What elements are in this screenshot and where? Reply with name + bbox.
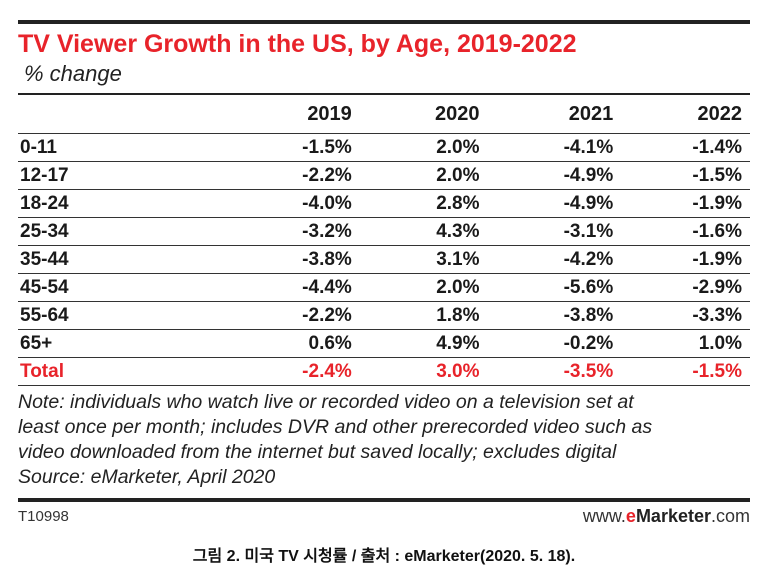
- brand-link[interactable]: www.eMarketer.com: [583, 506, 750, 527]
- chart-subtitle: % change: [24, 61, 122, 86]
- value-cell-2022: -1.5%: [692, 164, 742, 186]
- table-row: 55-64 -2.2% 1.8% -3.8% -3.3%: [18, 301, 750, 330]
- row-label: 65+: [20, 332, 53, 354]
- top-rule: [18, 20, 750, 24]
- brand-e: e: [625, 506, 636, 526]
- row-label: 0-11: [20, 136, 57, 158]
- value-cell-2022: -1.9%: [692, 192, 742, 214]
- value-cell-2021: -3.5%: [563, 360, 614, 382]
- table-row: 18-24 -4.0% 2.8% -4.9% -1.9%: [18, 189, 750, 218]
- value-cell-2021: -0.2%: [563, 332, 614, 354]
- value-cell-2022: -1.9%: [692, 248, 742, 270]
- value-cell-2021: -5.6%: [563, 276, 614, 298]
- value-cell-2020: 3.1%: [436, 248, 480, 270]
- note-line: video downloaded from the internet but s…: [18, 441, 617, 463]
- value-cell-2019: 0.6%: [308, 332, 352, 354]
- value-cell-2020: 2.0%: [436, 136, 480, 158]
- table-row: 35-44 -3.8% 3.1% -4.2% -1.9%: [18, 245, 750, 274]
- value-cell-2021: -4.1%: [563, 136, 614, 158]
- value-cell-2020: 2.0%: [436, 276, 480, 298]
- value-cell-2021: -4.2%: [563, 248, 614, 270]
- data-table: 2019 2020 2021 2022 0-11 -1.5% 2.0% -4.1% -1…: [18, 95, 750, 386]
- table-row: 65+ 0.6% 4.9% -0.2% 1.0%: [18, 329, 750, 358]
- header-rule: [18, 93, 750, 95]
- table-body: 0-11 -1.5% 2.0% -4.1% -1.4% 12-17 -2.2% 2.0% -4.…: [18, 133, 750, 386]
- value-cell-2020: 2.8%: [436, 192, 480, 214]
- chart-id: T10998: [18, 508, 69, 525]
- table-row: 45-54 -4.4% 2.0% -5.6% -2.9%: [18, 273, 750, 302]
- row-label: 25-34: [20, 220, 69, 242]
- value-cell-2020: 4.9%: [436, 332, 480, 354]
- row-label: 55-64: [20, 304, 69, 326]
- chart-frame: TV Viewer Growth in the US, by Age, 2019…: [18, 20, 750, 528]
- chart-note: Note: individuals who watch live or reco…: [18, 390, 750, 490]
- value-cell-2021: -4.9%: [563, 164, 614, 186]
- table-row: 0-11 -1.5% 2.0% -4.1% -1.4%: [18, 133, 750, 162]
- header-row: 2019 2020 2021 2022: [18, 95, 750, 134]
- table-row: 12-17 -2.2% 2.0% -4.9% -1.5%: [18, 161, 750, 190]
- value-cell-2022: -1.5%: [692, 360, 742, 382]
- bottom-rule: [18, 498, 750, 502]
- value-cell-2021: -3.1%: [563, 220, 614, 242]
- row-label: 18-24: [20, 192, 69, 214]
- value-cell-2022: -3.3%: [692, 304, 742, 326]
- footer: T10998 www.eMarketer.com: [18, 502, 750, 528]
- value-cell-2022: -1.4%: [692, 136, 742, 158]
- row-label: 12-17: [20, 164, 69, 186]
- value-cell-2019: -3.2%: [302, 220, 352, 242]
- value-cell-2020: 4.3%: [436, 220, 480, 242]
- brand-prefix: www.: [582, 506, 626, 526]
- column-header-2021: 2021: [568, 102, 614, 125]
- value-cell-2019: -4.0%: [302, 192, 352, 214]
- note-line: least once per month; includes DVR and o…: [18, 416, 653, 438]
- column-header-2022: 2022: [697, 102, 743, 125]
- column-header-2020: 2020: [435, 102, 480, 125]
- value-cell-2019: -4.4%: [302, 276, 352, 298]
- value-cell-2021: -3.8%: [563, 304, 614, 326]
- value-cell-2019: -3.8%: [302, 248, 352, 270]
- row-label: Total: [20, 360, 64, 382]
- value-cell-2020: 3.0%: [436, 360, 480, 382]
- chart-title: TV Viewer Growth in the US, by Age, 2019…: [18, 30, 577, 58]
- source-line: Source: eMarketer, April 2020: [18, 466, 276, 488]
- total-row: Total -2.4% 3.0% -3.5% -1.5%: [18, 357, 750, 386]
- value-cell-2019: -2.4%: [302, 360, 352, 382]
- brand-marketer: Marketer: [635, 506, 711, 526]
- value-cell-2020: 1.8%: [436, 304, 480, 326]
- value-cell-2019: -2.2%: [302, 304, 352, 326]
- figure-caption: 그림 2. 미국 TV 시청률 / 출처 : eMarketer(2020. 5…: [192, 548, 576, 565]
- value-cell-2019: -1.5%: [302, 136, 352, 158]
- row-label: 35-44: [20, 248, 69, 270]
- row-label: 45-54: [20, 276, 69, 298]
- note-line: Note: individuals who watch live or reco…: [18, 391, 634, 413]
- value-cell-2019: -2.2%: [302, 164, 352, 186]
- header-label-cell: [18, 95, 171, 134]
- value-cell-2020: 2.0%: [436, 164, 480, 186]
- value-cell-2022: -2.9%: [692, 276, 742, 298]
- value-cell-2022: 1.0%: [698, 332, 742, 354]
- value-cell-2022: -1.6%: [692, 220, 742, 242]
- brand-suffix: .com: [710, 506, 750, 526]
- table-row: 25-34 -3.2% 4.3% -3.1% -1.6%: [18, 217, 750, 246]
- value-cell-2021: -4.9%: [563, 192, 614, 214]
- column-header-2019: 2019: [307, 102, 352, 125]
